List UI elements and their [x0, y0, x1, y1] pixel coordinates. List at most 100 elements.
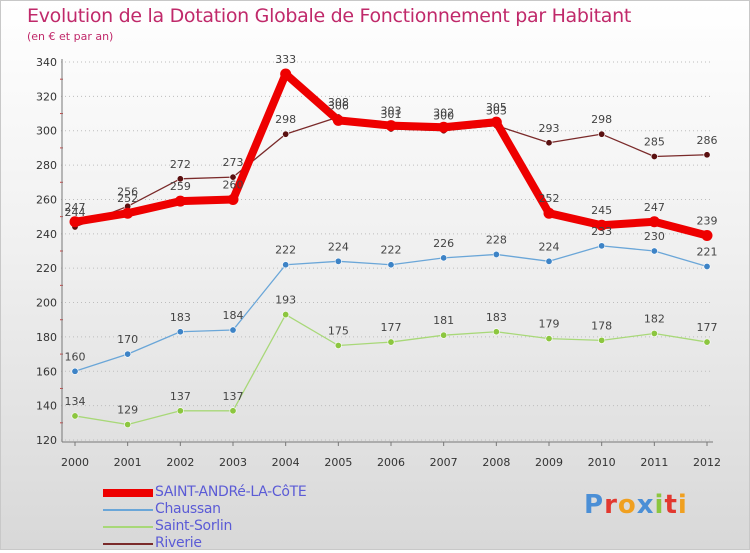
- legend-label: Chaussan: [155, 501, 221, 517]
- data-point: [282, 311, 290, 319]
- data-point: [229, 326, 237, 334]
- axes: 120 140 160 180 200 220 240 260 280 300 320 340 2000…: [36, 56, 721, 469]
- data-point: [440, 254, 448, 262]
- data-label: 306: [328, 99, 349, 112]
- logo-letter: t: [664, 490, 678, 520]
- data-label: 222: [275, 244, 296, 257]
- data-label: 222: [381, 244, 402, 257]
- data-label: 259: [170, 180, 191, 193]
- data-point: [596, 219, 608, 231]
- y-tick-label: 240: [36, 228, 57, 241]
- data-label: 333: [275, 53, 296, 66]
- x-tick-label: 2003: [219, 456, 247, 469]
- legend-label: Riverie: [155, 535, 202, 551]
- data-label: 300: [433, 110, 454, 123]
- data-point: [280, 68, 292, 80]
- data-label: 184: [223, 309, 244, 322]
- logo-letter: i: [677, 490, 688, 520]
- series-line: [71, 70, 711, 240]
- data-label: 302: [433, 106, 454, 119]
- data-label: 301: [381, 108, 402, 121]
- data-label: 129: [117, 404, 138, 417]
- data-point: [227, 193, 239, 205]
- data-point: [543, 207, 555, 219]
- data-point: [124, 350, 132, 358]
- logo-letter: i: [654, 490, 665, 520]
- data-label: 247: [644, 201, 665, 214]
- data-label: 285: [644, 136, 665, 149]
- data-point: [438, 121, 450, 133]
- data-point: [598, 336, 606, 344]
- legend-swatch: [103, 489, 153, 497]
- data-point: [545, 335, 553, 343]
- data-point: [703, 151, 711, 159]
- data-point: [282, 130, 290, 138]
- data-point: [701, 230, 713, 242]
- data-point: [492, 328, 500, 336]
- data-label: 193: [275, 294, 296, 307]
- data-label: 272: [170, 158, 191, 171]
- series: [69, 68, 713, 429]
- data-point: [598, 130, 606, 138]
- x-tick-label: 2011: [640, 456, 668, 469]
- logo-letter: P: [584, 490, 605, 520]
- data-label: 247: [65, 201, 86, 214]
- data-point: [703, 262, 711, 270]
- data-label: 245: [591, 204, 612, 217]
- data-labels: 244 256 272 273 298 308 301 300 303 293 298 285 286 1…: [65, 53, 718, 417]
- y-tick-label: 140: [36, 400, 57, 413]
- logo-letter: o: [617, 490, 637, 520]
- data-point: [440, 331, 448, 339]
- data-label: 137: [170, 390, 191, 403]
- x-tick-label: 2012: [693, 456, 721, 469]
- data-label: 178: [591, 319, 612, 332]
- chart-subtitle: (en € et par an): [27, 30, 114, 43]
- x-tick-label: 2002: [166, 456, 194, 469]
- y-tick-label: 300: [36, 125, 57, 138]
- data-label: 224: [328, 240, 349, 253]
- data-point: [334, 257, 342, 265]
- data-label: 260: [223, 178, 244, 191]
- legend-swatch: [103, 509, 153, 511]
- data-label: 183: [486, 311, 507, 324]
- data-label: 303: [486, 105, 507, 118]
- data-label: 134: [65, 395, 86, 408]
- data-label: 252: [539, 192, 560, 205]
- y-tick-label: 120: [36, 434, 57, 447]
- data-point: [545, 257, 553, 265]
- data-point: [229, 173, 237, 181]
- data-label: 303: [381, 105, 402, 118]
- data-point: [229, 407, 237, 415]
- data-point: [598, 242, 606, 250]
- data-point: [387, 338, 395, 346]
- data-point: [650, 329, 658, 337]
- data-point: [387, 261, 395, 269]
- data-label: 298: [591, 113, 612, 126]
- data-label: 177: [381, 321, 402, 334]
- data-label: 273: [223, 156, 244, 169]
- data-label: 293: [539, 122, 560, 135]
- data-point: [124, 421, 132, 429]
- data-point: [122, 207, 134, 219]
- x-tick-label: 2004: [272, 456, 300, 469]
- y-tick-label: 160: [36, 365, 57, 378]
- legend-swatch: [103, 526, 153, 528]
- data-point: [174, 195, 186, 207]
- data-label: 221: [697, 245, 718, 258]
- y-tick-label: 260: [36, 193, 57, 206]
- data-point: [69, 216, 81, 228]
- data-label: 181: [433, 314, 454, 327]
- chart-title: Evolution de la Dotation Globale de Fonc…: [27, 5, 632, 27]
- data-label: 286: [697, 134, 718, 147]
- data-label: 160: [65, 350, 86, 363]
- logo-letter: x: [636, 490, 655, 520]
- y-tick-label: 220: [36, 262, 57, 275]
- legend-label: SAINT-ANDRé-LA-CôTE: [155, 484, 307, 500]
- x-tick-label: 2001: [114, 456, 142, 469]
- data-point: [176, 328, 184, 336]
- data-point: [650, 153, 658, 161]
- x-tick-label: 2009: [535, 456, 563, 469]
- data-point: [492, 250, 500, 258]
- data-label: 252: [117, 192, 138, 205]
- data-label: 298: [275, 113, 296, 126]
